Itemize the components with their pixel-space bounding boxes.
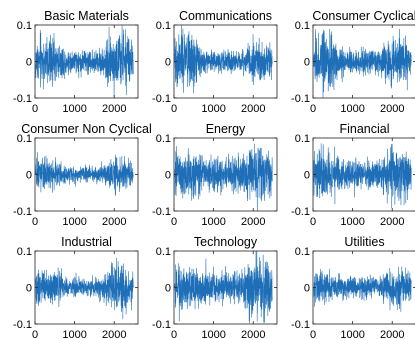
x-tick-label: 0: [171, 103, 177, 115]
series-line: [313, 143, 412, 209]
y-tick-label: 0: [165, 57, 171, 69]
x-tick-label: 2000: [380, 216, 404, 228]
series-line: [35, 257, 134, 320]
series-line: [313, 266, 412, 312]
x-tick-label: 0: [32, 329, 38, 339]
x-tick-label: 0: [171, 216, 177, 228]
y-tick-label: 0.1: [17, 246, 32, 258]
x-tick-label: 2000: [102, 329, 126, 339]
y-tick-label: 0: [165, 170, 171, 182]
series-line: [174, 251, 273, 324]
y-tick-label: 0.1: [156, 246, 171, 258]
x-tick-label: 2000: [102, 216, 126, 228]
y-tick-label: 0: [165, 283, 171, 295]
y-tick-label: -0.1: [13, 93, 32, 105]
x-tick-label: 1000: [340, 329, 364, 339]
y-tick-label: -0.1: [152, 93, 171, 105]
series-line: [174, 143, 273, 211]
y-tick-label: -0.1: [13, 319, 32, 331]
x-tick-label: 1000: [201, 216, 225, 228]
y-tick-label: 0.1: [295, 133, 310, 145]
y-tick-label: -0.1: [291, 93, 310, 105]
x-tick-label: 2000: [241, 216, 265, 228]
x-tick-label: 2000: [241, 329, 265, 339]
subplot-title: Industrial: [61, 235, 112, 249]
x-tick-label: 1000: [340, 216, 364, 228]
x-tick-label: 0: [32, 103, 38, 115]
x-tick-label: 1000: [201, 329, 225, 339]
y-tick-label: 0: [304, 283, 310, 295]
x-tick-label: 1000: [62, 329, 86, 339]
x-tick-label: 2000: [241, 103, 265, 115]
subplot-title: Basic Materials: [44, 9, 129, 23]
series-line: [35, 25, 134, 98]
y-tick-label: -0.1: [152, 319, 171, 331]
y-tick-label: 0.1: [17, 20, 32, 32]
subplot-title: Financial: [339, 122, 389, 136]
subplot-title: Communications: [179, 9, 272, 23]
y-tick-label: 0: [304, 57, 310, 69]
y-tick-label: 0: [304, 170, 310, 182]
x-tick-label: 0: [310, 103, 316, 115]
subplot-title: Energy: [206, 122, 246, 136]
y-tick-label: 0: [26, 57, 32, 69]
x-tick-label: 1000: [62, 216, 86, 228]
subplot-title: Utilities: [344, 235, 384, 249]
x-tick-label: 1000: [340, 103, 364, 115]
x-tick-label: 2000: [102, 103, 126, 115]
x-tick-label: 0: [310, 216, 316, 228]
y-tick-label: -0.1: [291, 206, 310, 218]
y-tick-label: -0.1: [291, 319, 310, 331]
x-tick-label: 2000: [380, 103, 404, 115]
y-tick-label: 0: [26, 170, 32, 182]
y-tick-label: 0.1: [295, 246, 310, 258]
y-tick-label: 0.1: [156, 133, 171, 145]
series-line: [174, 25, 273, 94]
x-tick-label: 2000: [380, 329, 404, 339]
y-tick-label: -0.1: [152, 206, 171, 218]
y-tick-label: 0: [26, 283, 32, 295]
x-tick-label: 0: [32, 216, 38, 228]
series-line: [35, 152, 134, 196]
x-tick-label: 1000: [201, 103, 225, 115]
subplot-title: Technology: [194, 235, 258, 249]
subplot-title: Consumer Cyclical: [312, 9, 415, 23]
y-tick-label: 0.1: [17, 133, 32, 145]
x-tick-label: 0: [310, 329, 316, 339]
y-tick-label: 0.1: [295, 20, 310, 32]
x-tick-label: 1000: [62, 103, 86, 115]
series-line: [313, 28, 412, 98]
y-tick-label: 0.1: [156, 20, 171, 32]
y-tick-label: -0.1: [13, 206, 32, 218]
x-tick-label: 0: [171, 329, 177, 339]
subplot-title: Consumer Non Cyclical: [21, 122, 152, 136]
